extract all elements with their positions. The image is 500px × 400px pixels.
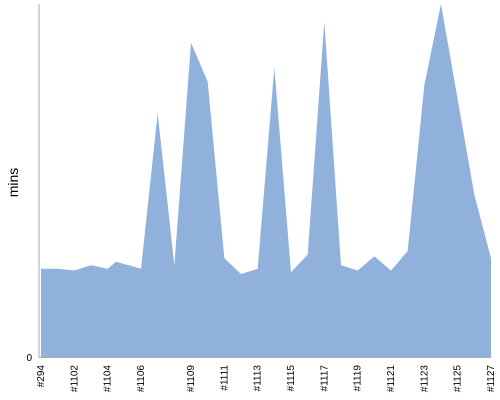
- data-point: [406, 249, 410, 253]
- x-tick-label: #1106: [136, 365, 147, 393]
- x-tick-label: #1119: [353, 365, 364, 392]
- x-tick-label: #294: [36, 365, 47, 388]
- x-tick-labels: #294 #1102 #1104 #1106 #1109 #1111 #1113 #1115 #…: [36, 365, 497, 393]
- data-point: [289, 270, 293, 274]
- data-point: [222, 256, 226, 260]
- data-point: [356, 269, 360, 273]
- x-tick-label: #1125: [453, 365, 464, 393]
- x-tick-label: #1121: [386, 365, 397, 393]
- data-point: [389, 269, 393, 273]
- x-tick-label: #1127: [486, 365, 497, 393]
- x-tick-label: #1117: [319, 365, 330, 392]
- x-tick-label: #1104: [103, 365, 114, 393]
- data-point: [239, 272, 243, 276]
- data-point: [322, 20, 326, 24]
- data-point: [422, 83, 426, 87]
- data-point: [172, 263, 176, 267]
- x-tick-label: #1123: [419, 365, 430, 393]
- data-point: [106, 267, 110, 271]
- data-point: [256, 267, 260, 271]
- data-point: [189, 41, 193, 45]
- data-point: [439, 2, 443, 6]
- x-tick-label: #1111: [219, 365, 230, 391]
- y-axis-title: mins: [5, 168, 21, 198]
- data-point: [156, 111, 160, 115]
- data-point: [472, 193, 476, 197]
- data-point: [89, 263, 93, 267]
- area-layer: [39, 2, 493, 357]
- data-point: [206, 80, 210, 84]
- data-point: [39, 267, 43, 271]
- y-tick-label: 0: [26, 353, 32, 364]
- data-point: [339, 263, 343, 267]
- x-tick-label: #1109: [186, 365, 197, 393]
- data-point: [72, 269, 76, 273]
- data-point: [139, 267, 143, 271]
- data-point: [272, 66, 276, 70]
- data-point: [306, 253, 310, 257]
- x-tick-label: #1102: [69, 365, 80, 393]
- data-point: [372, 254, 376, 258]
- y-tick-labels: 0: [26, 353, 32, 364]
- area-series: [41, 4, 492, 357]
- axis-layer: [38, 4, 491, 358]
- x-tick-label: #1113: [253, 365, 264, 392]
- data-point: [56, 267, 60, 271]
- data-point: [114, 260, 118, 264]
- x-tick-label: #1115: [286, 365, 297, 392]
- data-point: [489, 256, 493, 260]
